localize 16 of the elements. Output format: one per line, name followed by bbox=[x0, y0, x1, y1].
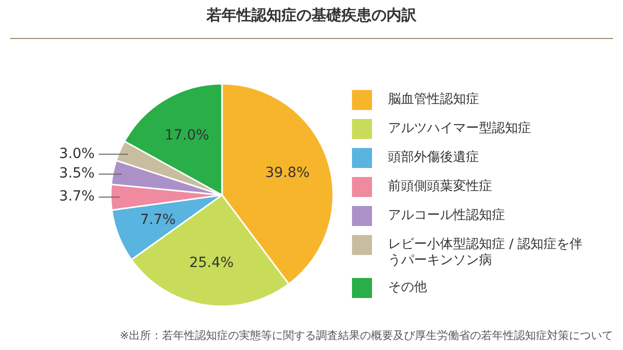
legend-label: レビー小体型認知症 / 認知症を伴うパーキンソン病 bbox=[388, 236, 584, 269]
data-label: 39.8% bbox=[265, 164, 310, 181]
data-label: 3.5% bbox=[59, 166, 95, 182]
data-label: 25.4% bbox=[189, 254, 234, 271]
legend-label: その他 bbox=[388, 279, 428, 296]
data-label: 3.0% bbox=[59, 146, 95, 162]
legend-label: アルツハイマー型認知症 bbox=[388, 120, 532, 137]
chart-title: 若年性認知症の基礎疾患の内訳 bbox=[205, 6, 418, 25]
data-label: 3.7% bbox=[59, 188, 95, 205]
legend-label: 脳血管性認知症 bbox=[388, 91, 480, 108]
data-label: 17.0% bbox=[164, 127, 210, 144]
legend-label: 前頭側頭葉変性症 bbox=[388, 178, 493, 195]
text: ※出所：若年性認知症の実態等に関する調査結果の概要及び厚生労働省の若年性認知症対策について bbox=[120, 328, 613, 343]
legend-label: アルコール性認知症 bbox=[388, 207, 506, 224]
legend-label: 頭部外傷後遺症 bbox=[388, 149, 480, 166]
data-label: 7.7% bbox=[140, 212, 176, 228]
